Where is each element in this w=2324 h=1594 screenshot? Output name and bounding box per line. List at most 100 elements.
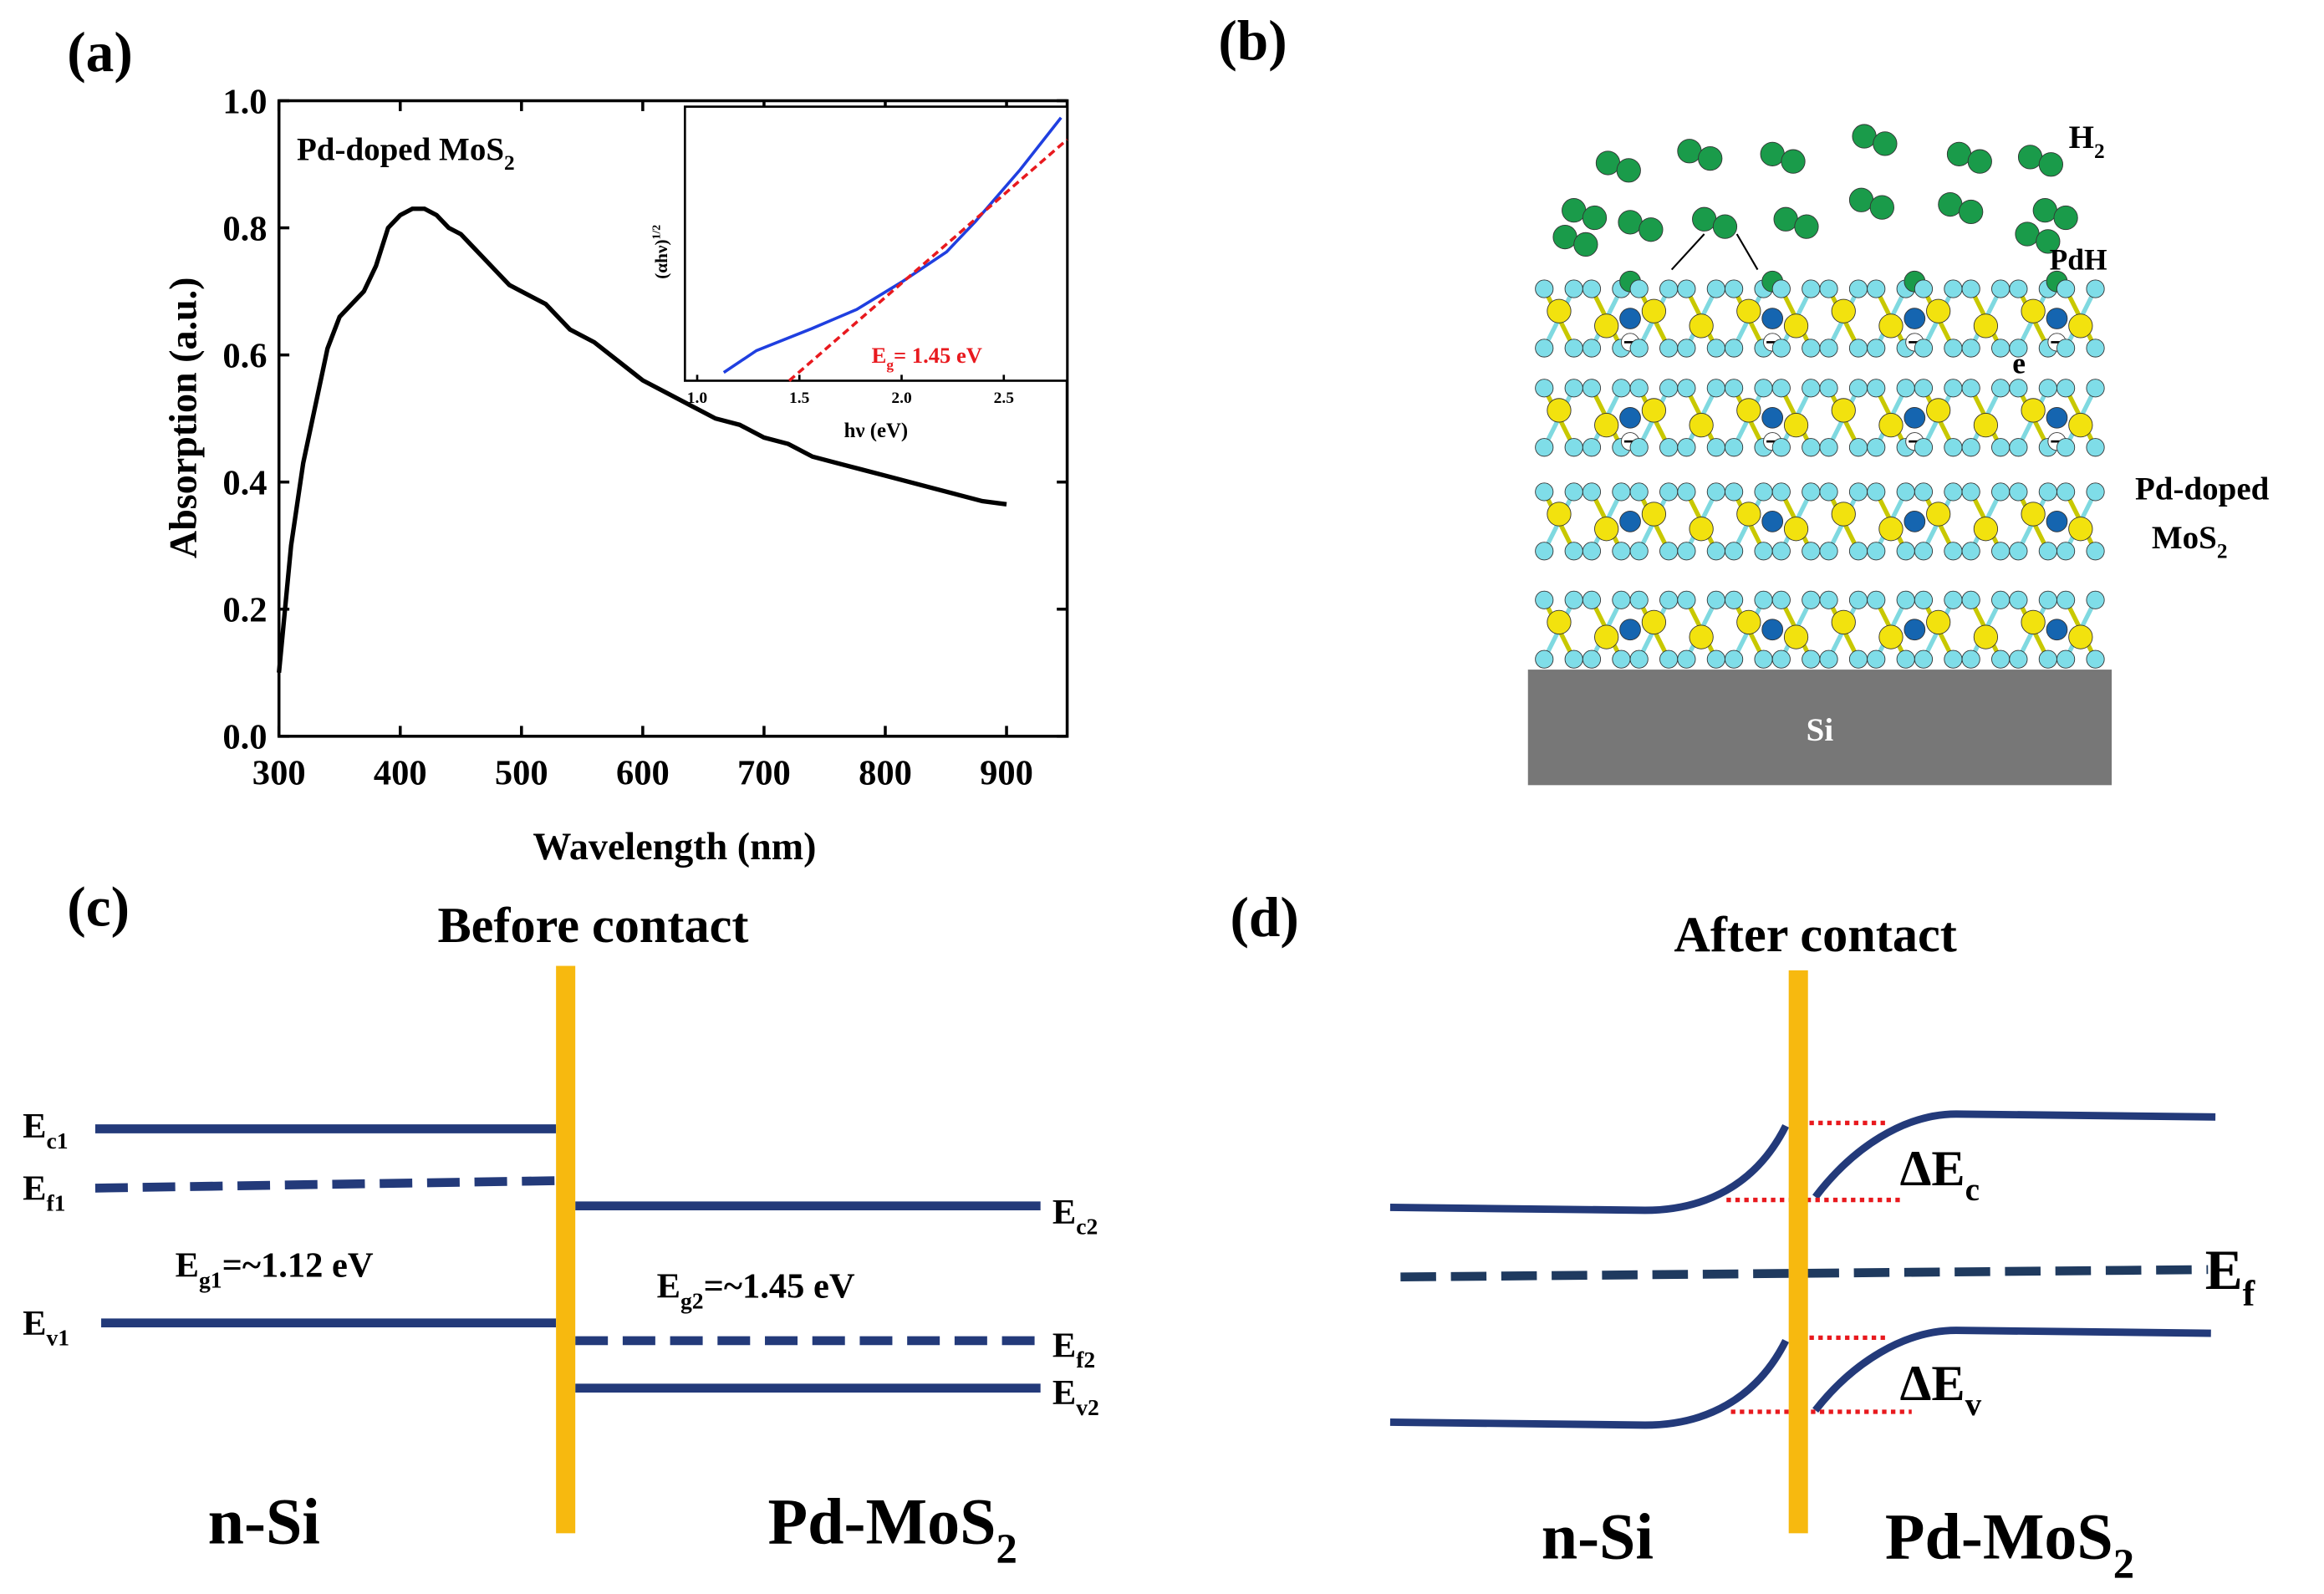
- text-part: E: [2205, 1239, 2243, 1301]
- sulfur: [1944, 542, 1963, 561]
- molybdenum: [1641, 298, 1667, 323]
- molybdenum: [2021, 609, 2046, 634]
- sulfur: [1961, 542, 1980, 561]
- sulfur: [2056, 649, 2076, 669]
- material-label: n-Si: [1542, 1500, 1654, 1572]
- x-axis-label: Wavelength (nm): [533, 825, 816, 868]
- sulfur: [1802, 279, 1821, 298]
- sulfur: [1771, 542, 1791, 561]
- hydrogen: [1595, 150, 1621, 176]
- sulfur: [1706, 482, 1725, 502]
- text-part: E: [23, 1107, 46, 1146]
- x-tick-label: 800: [859, 753, 912, 792]
- sulfur: [1991, 482, 2011, 502]
- sulfur: [2038, 649, 2057, 669]
- hydrogen: [1873, 131, 1898, 156]
- arrow: [1670, 233, 1705, 271]
- sulfur: [1706, 649, 1725, 669]
- sulfur: [1612, 542, 1631, 561]
- sulfur: [1896, 379, 1915, 398]
- sulfur: [1914, 438, 1934, 457]
- sulfur: [1629, 590, 1649, 609]
- substrate: [1527, 670, 2112, 786]
- text-part: E: [1052, 1193, 1076, 1232]
- sulfur: [1659, 339, 1679, 358]
- hydrogen: [2017, 145, 2043, 170]
- molybdenum: [2068, 313, 2093, 339]
- sulfur: [1867, 590, 1886, 609]
- sulfur: [2009, 279, 2028, 298]
- level-label: ΔEc: [1900, 1141, 1980, 1208]
- molybdenum: [1878, 413, 1904, 438]
- sulfur: [1771, 590, 1791, 609]
- x-tick-label: 900: [980, 753, 1033, 792]
- x-tick-label: 500: [495, 753, 548, 792]
- sulfur: [1896, 482, 1915, 502]
- sulfur: [2009, 379, 2028, 398]
- hydrogen: [1938, 191, 1963, 217]
- sulfur: [2009, 438, 2028, 457]
- sulfur: [1582, 542, 1602, 561]
- data-line: [787, 138, 1068, 382]
- sulfur: [1564, 542, 1583, 561]
- molybdenum: [1547, 298, 1572, 323]
- sulfur: [1629, 482, 1649, 502]
- sulfur: [2056, 279, 2076, 298]
- molybdenum: [2021, 502, 2046, 527]
- sulfur: [1629, 649, 1649, 669]
- hydrogen: [1773, 206, 1798, 232]
- sulfur: [1582, 438, 1602, 457]
- text-part: 2: [2094, 140, 2105, 163]
- text-part: c: [1965, 1172, 1980, 1208]
- molybdenum: [1736, 502, 1761, 527]
- palladium: [1761, 406, 1784, 429]
- hydrogen: [1616, 158, 1641, 183]
- text-part: E: [657, 1267, 680, 1306]
- molybdenum: [1594, 313, 1619, 339]
- hydrogen: [1618, 210, 1643, 235]
- sulfur: [1771, 279, 1791, 298]
- sulfur: [1848, 482, 1868, 502]
- sulfur: [1896, 649, 1915, 669]
- palladium: [1619, 308, 1641, 329]
- sulfur: [1819, 438, 1838, 457]
- sulfur: [1991, 438, 2011, 457]
- sulfur: [1564, 482, 1583, 502]
- sulfur: [1677, 339, 1696, 358]
- sulfur: [1535, 649, 1554, 669]
- sulfur: [1802, 482, 1821, 502]
- plot-frame: [683, 105, 1068, 382]
- text-part: =~1.12 eV: [222, 1246, 374, 1286]
- hydrogen: [1852, 124, 1877, 149]
- sulfur: [1677, 649, 1696, 669]
- sulfur: [2056, 339, 2076, 358]
- sulfur: [1677, 590, 1696, 609]
- material-label: Pd-MoS2: [768, 1486, 1017, 1572]
- sulfur: [2009, 590, 2028, 609]
- sulfur: [1706, 590, 1725, 609]
- sulfur: [1914, 279, 1934, 298]
- hydrogen: [2053, 205, 2078, 231]
- sulfur: [2056, 542, 2076, 561]
- sulfur: [1582, 482, 1602, 502]
- hydrogen: [1848, 187, 1874, 212]
- sulfur: [1867, 542, 1886, 561]
- sulfur: [1867, 482, 1886, 502]
- layer-label: Pd-doped: [2135, 471, 2270, 507]
- fermi-level: [94, 1176, 557, 1193]
- molybdenum: [1736, 609, 1761, 634]
- sulfur: [1535, 379, 1554, 398]
- hydrogen: [1869, 195, 1894, 220]
- sulfur: [1564, 438, 1583, 457]
- sulfur: [1896, 590, 1915, 609]
- y-tick-label: 0.0: [222, 718, 267, 757]
- molybdenum: [2068, 517, 2093, 542]
- sulfur: [1802, 339, 1821, 358]
- material-label: Pd-MoS2: [1885, 1500, 2134, 1586]
- sulfur: [1659, 279, 1679, 298]
- hydrogen: [1562, 198, 1587, 223]
- molybdenum: [1689, 624, 1714, 649]
- x-tick-label: 400: [374, 753, 427, 792]
- x-tick-label: 2.5: [994, 390, 1015, 407]
- sulfur: [1612, 590, 1631, 609]
